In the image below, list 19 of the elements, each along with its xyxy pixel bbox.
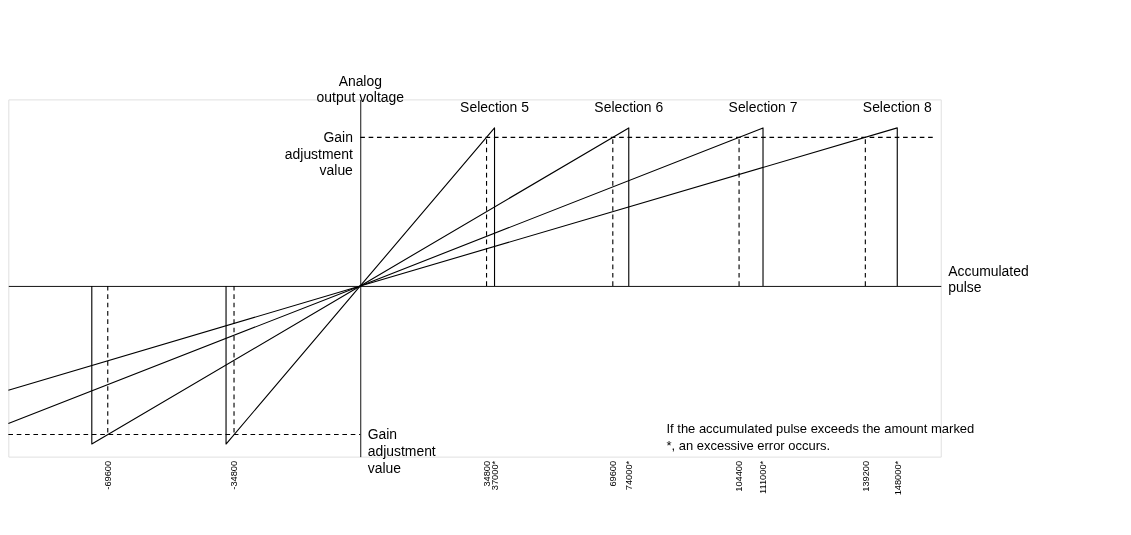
x-tick-label: -69600 [103,460,114,490]
series-label: Selection 8 [862,99,932,116]
x-tick-label: 34800 [481,460,492,487]
y-axis-title: Analog output voltage [316,72,405,106]
annotation: Gain adjustment value [284,129,354,179]
annotation: If the accumulated pulse exceeds the amount marked *, an excessive error occurs. [666,421,975,454]
x-tick-label: 74000* [624,460,635,491]
x-tick-label: -34800 [229,460,240,490]
series-label: Selection 7 [728,99,798,116]
series-label: Selection 5 [460,99,530,116]
x-tick-label: 69600 [608,460,619,487]
annotation: Gain adjustment value [367,426,436,476]
x-tick-label: 139200 [860,460,871,492]
x-tick-label: 111000* [758,460,769,494]
series-label: Selection 6 [594,99,664,116]
x-axis-title: Accumulated pulse [948,262,1029,296]
x-tick-label: 104400 [734,460,745,492]
x-tick-label: 37000* [489,460,500,491]
x-tick-label: 148000* [892,460,903,496]
